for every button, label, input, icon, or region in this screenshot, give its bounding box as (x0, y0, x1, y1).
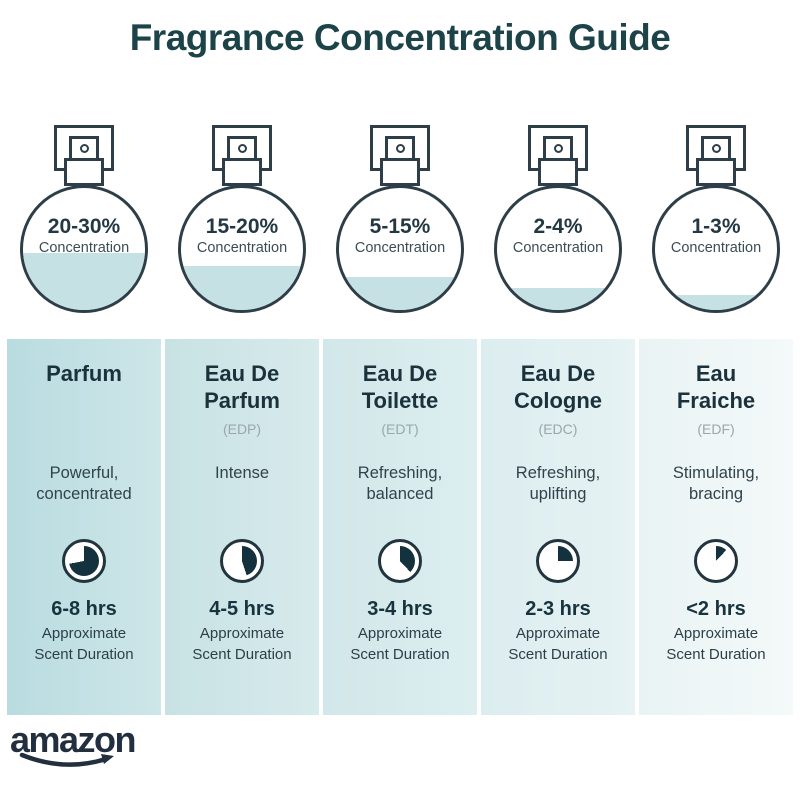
scent-duration-value: <2 hrs (686, 598, 746, 620)
fragrance-description: Refreshing, balanced (357, 464, 443, 504)
bottle-liquid (497, 288, 619, 310)
bottle-flask: 1-3% Concentration (652, 185, 780, 313)
concentration-value: 20-30% (47, 215, 121, 238)
bottle-cap-collar (696, 158, 736, 186)
spray-nozzle-icon (69, 136, 99, 161)
fragrance-column: Eau De Toilette (EDT) Refreshing, balanc… (323, 339, 477, 715)
concentration-block: 20-30% Concentration (23, 188, 145, 256)
concentration-label: Concentration (670, 240, 762, 257)
fragrance-column: Parfum Powerful, concentrated 6-8 hrs Ap… (7, 339, 161, 715)
concentration-value: 2-4% (533, 215, 583, 238)
fragrance-name: Eau De Toilette (361, 361, 439, 414)
bottle-flask: 20-30% Concentration (20, 185, 148, 313)
concentration-value: 1-3% (691, 215, 741, 238)
bottle-flask: 15-20% Concentration (178, 185, 306, 313)
concentration-label: Concentration (38, 240, 130, 257)
nozzle-hole-icon (237, 144, 247, 153)
bottle-flask: 2-4% Concentration (494, 185, 622, 313)
scent-duration-label: Approximate Scent Duration (350, 625, 450, 663)
scent-duration-label: Approximate Scent Duration (508, 625, 608, 663)
fragrance-abbr: (EDP) (222, 421, 262, 437)
amazon-logo: amazon (10, 719, 137, 767)
fragrance-description: Refreshing, uplifting (515, 464, 601, 504)
clock-icon-pie (543, 546, 573, 576)
clock-icon-pie (227, 546, 257, 576)
bottle: 15-20% Concentration (165, 125, 319, 317)
bottle-liquid (655, 295, 777, 310)
scent-duration-value: 3-4 hrs (367, 598, 433, 620)
fragrance-abbr: (EDF) (697, 421, 735, 437)
fragrance-abbr: (EDC) (538, 421, 578, 437)
spray-nozzle-icon (385, 136, 415, 161)
spray-nozzle-icon (543, 136, 573, 161)
concentration-value: 5-15% (369, 215, 431, 238)
bottle-flask: 5-15% Concentration (336, 185, 464, 313)
concentration-block: 15-20% Concentration (181, 188, 303, 256)
nozzle-hole-icon (711, 144, 721, 153)
spray-nozzle-icon (701, 136, 731, 161)
concentration-label: Concentration (512, 240, 604, 257)
info-columns: Parfum Powerful, concentrated 6-8 hrs Ap… (7, 339, 793, 715)
concentration-block: 2-4% Concentration (497, 188, 619, 256)
bottle-liquid (181, 266, 303, 310)
clock-icon (220, 539, 264, 583)
concentration-label: Concentration (196, 240, 288, 257)
bottle-cap-collar (380, 158, 420, 186)
concentration-block: 5-15% Concentration (339, 188, 461, 256)
amazon-logo-text: amazon (10, 719, 137, 760)
bottle-cap-collar (222, 158, 262, 186)
fragrance-column: Eau Fraiche (EDF) Stimulating, bracing <… (639, 339, 793, 715)
fragrance-description: Intense (214, 464, 270, 482)
clock-icon-pie (69, 546, 99, 576)
concentration-label: Concentration (354, 240, 446, 257)
clock-icon (62, 539, 106, 583)
nozzle-hole-icon (553, 144, 563, 153)
concentration-block: 1-3% Concentration (655, 188, 777, 256)
scent-duration-label: Approximate Scent Duration (666, 625, 766, 663)
scent-duration-value: 4-5 hrs (209, 598, 275, 620)
fragrance-abbr (7, 421, 161, 443)
clock-icon (694, 539, 738, 583)
scent-duration-value: 6-8 hrs (51, 598, 117, 620)
bottle: 1-3% Concentration (639, 125, 793, 317)
scent-duration-label: Approximate Scent Duration (34, 625, 134, 663)
clock-icon (536, 539, 580, 583)
clock-icon-pie (385, 546, 415, 576)
fragrance-column: Eau De Parfum (EDP) Intense 4-5 hrs Appr… (165, 339, 319, 715)
bottle-cap-collar (64, 158, 104, 186)
fragrance-name: Eau De Cologne (514, 361, 602, 414)
bottles-row: 20-30% Concentration 15-20% Concentratio… (7, 125, 793, 317)
bottle-cap-collar (538, 158, 578, 186)
fragrance-description: Stimulating, bracing (672, 464, 760, 504)
scent-duration-value: 2-3 hrs (525, 598, 591, 620)
fragrance-description: Powerful, concentrated (36, 464, 132, 504)
nozzle-hole-icon (395, 144, 405, 153)
bottle: 2-4% Concentration (481, 125, 635, 317)
fragrance-name: Parfum (46, 361, 122, 386)
amazon-smile-icon (19, 752, 114, 767)
fragrance-name: Eau De Parfum (204, 361, 280, 414)
fragrance-name: Eau Fraiche (676, 361, 756, 414)
spray-nozzle-icon (227, 136, 257, 161)
bottle: 20-30% Concentration (7, 125, 161, 317)
clock-icon-pie (701, 546, 731, 576)
footer: amazon (10, 719, 137, 767)
page-title: Fragrance Concentration Guide (129, 17, 671, 58)
nozzle-hole-icon (79, 144, 89, 153)
fragrance-column: Eau De Cologne (EDC) Refreshing, uplifti… (481, 339, 635, 715)
fragrance-abbr: (EDT) (381, 421, 419, 437)
scent-duration-label: Approximate Scent Duration (192, 625, 292, 663)
bottle-liquid (339, 277, 461, 310)
clock-icon (378, 539, 422, 583)
bottle-liquid (23, 252, 145, 310)
bottle: 5-15% Concentration (323, 125, 477, 317)
concentration-value: 15-20% (205, 215, 279, 238)
